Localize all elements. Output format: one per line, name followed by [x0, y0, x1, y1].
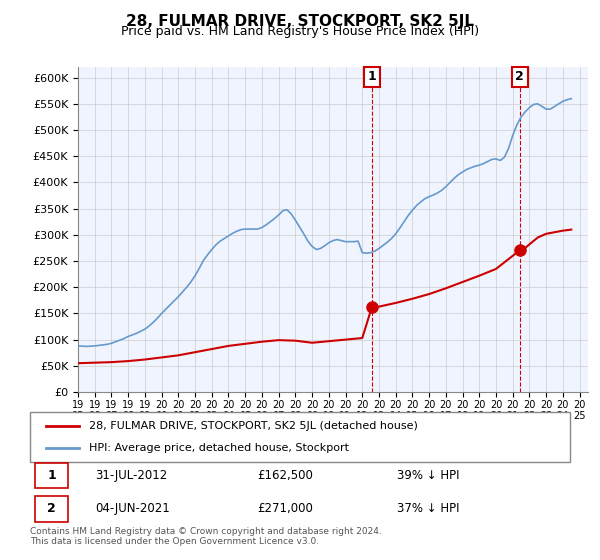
Text: 37% ↓ HPI: 37% ↓ HPI	[397, 502, 460, 515]
Text: 2: 2	[515, 71, 524, 83]
Text: 04-JUN-2021: 04-JUN-2021	[95, 502, 170, 515]
Text: 28, FULMAR DRIVE, STOCKPORT, SK2 5JL: 28, FULMAR DRIVE, STOCKPORT, SK2 5JL	[126, 14, 474, 29]
FancyBboxPatch shape	[30, 412, 570, 462]
Text: Contains HM Land Registry data © Crown copyright and database right 2024.
This d: Contains HM Land Registry data © Crown c…	[30, 526, 382, 546]
FancyBboxPatch shape	[35, 463, 68, 488]
Text: 1: 1	[47, 469, 56, 482]
Text: 1: 1	[368, 71, 376, 83]
FancyBboxPatch shape	[35, 496, 68, 522]
Text: 28, FULMAR DRIVE, STOCKPORT, SK2 5JL (detached house): 28, FULMAR DRIVE, STOCKPORT, SK2 5JL (de…	[89, 421, 418, 431]
Text: 39% ↓ HPI: 39% ↓ HPI	[397, 469, 460, 482]
Text: Price paid vs. HM Land Registry's House Price Index (HPI): Price paid vs. HM Land Registry's House …	[121, 25, 479, 38]
Text: £271,000: £271,000	[257, 502, 313, 515]
Text: 2: 2	[47, 502, 56, 515]
Text: HPI: Average price, detached house, Stockport: HPI: Average price, detached house, Stoc…	[89, 443, 349, 453]
Text: £162,500: £162,500	[257, 469, 313, 482]
Text: 31-JUL-2012: 31-JUL-2012	[95, 469, 167, 482]
